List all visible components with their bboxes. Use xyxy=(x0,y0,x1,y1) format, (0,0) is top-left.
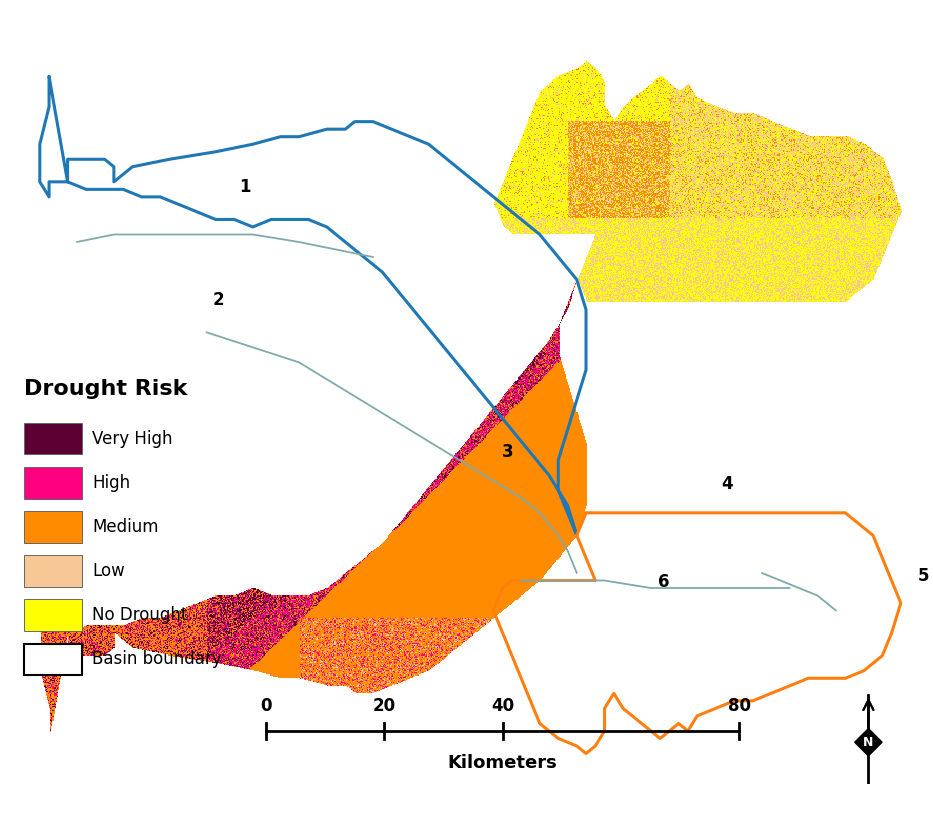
Text: Drought Risk: Drought Risk xyxy=(24,379,188,399)
Bar xyxy=(24,600,82,631)
Text: 6: 6 xyxy=(658,573,669,591)
Text: 4: 4 xyxy=(721,475,732,493)
Text: 40: 40 xyxy=(491,697,514,716)
Bar xyxy=(24,467,82,499)
Bar xyxy=(24,555,82,587)
Text: No Drought: No Drought xyxy=(92,606,188,624)
Text: 5: 5 xyxy=(917,567,929,585)
Text: 1: 1 xyxy=(239,178,250,196)
Bar xyxy=(24,511,82,543)
Text: Kilometers: Kilometers xyxy=(448,754,557,772)
Text: 0: 0 xyxy=(260,697,272,716)
Text: N: N xyxy=(863,736,873,749)
Text: Low: Low xyxy=(92,562,125,580)
Text: Basin boundary: Basin boundary xyxy=(92,650,222,668)
Bar xyxy=(24,644,82,676)
Polygon shape xyxy=(855,729,882,756)
Bar xyxy=(24,423,82,454)
Text: 80: 80 xyxy=(728,697,751,716)
Text: Very High: Very High xyxy=(92,430,173,447)
Text: Medium: Medium xyxy=(92,518,159,536)
Text: 3: 3 xyxy=(502,443,513,461)
Text: 20: 20 xyxy=(372,697,396,716)
Text: High: High xyxy=(92,474,131,491)
Text: 2: 2 xyxy=(213,291,224,309)
